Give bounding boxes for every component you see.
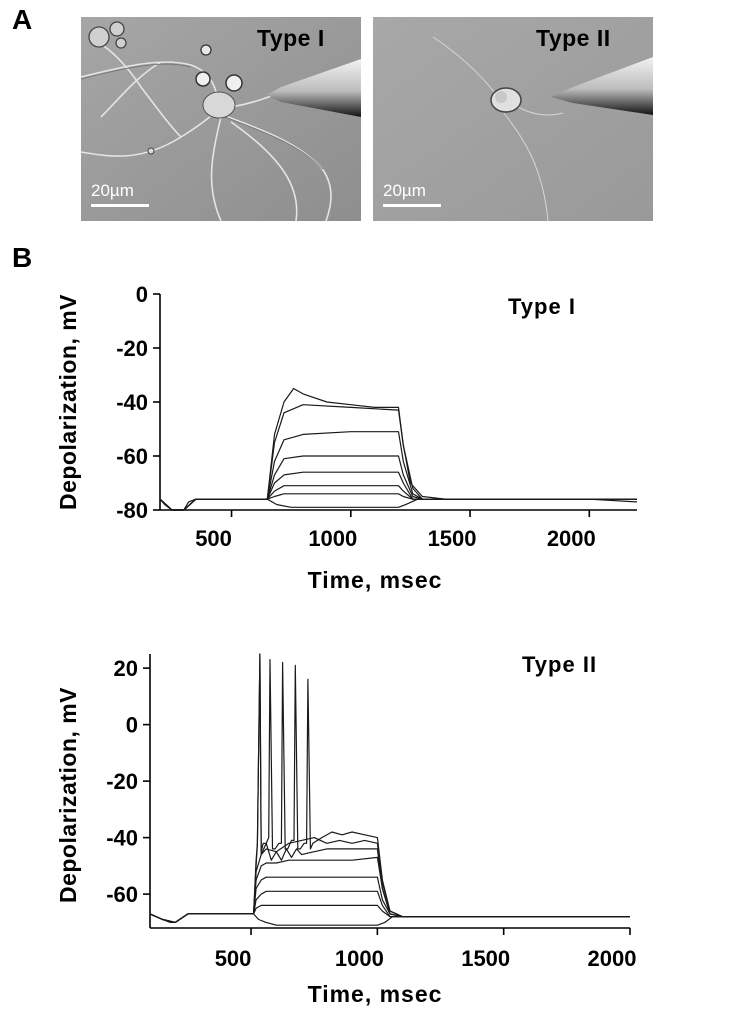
trace-type-1-4 bbox=[159, 471, 637, 511]
chart-type-2-ylabel: Depolarization, mV bbox=[55, 687, 81, 903]
trace-type-2-4 bbox=[149, 876, 630, 923]
y-tick-label-type-1-4: -80 bbox=[116, 498, 148, 523]
trace-type-2-7 bbox=[149, 913, 630, 926]
chart-type-2-axes: 20 0 -20 -40 -60 500 1000 1500 2000 bbox=[106, 654, 636, 971]
x-tick-label-type-2-0: 500 bbox=[215, 946, 252, 971]
y-tick-label-type-2-2: -20 bbox=[106, 769, 138, 794]
x-tick-label-type-1-0: 500 bbox=[195, 526, 232, 551]
y-tick-label-type-1-0: 0 bbox=[136, 282, 148, 307]
micrograph-type-2: Type II 20µm bbox=[373, 17, 653, 221]
trace-type-1-7 bbox=[159, 498, 637, 511]
x-tick-label-type-1-3: 2000 bbox=[547, 526, 596, 551]
trace-type-1-2 bbox=[159, 431, 637, 511]
y-tick-label-type-2-0: 20 bbox=[114, 656, 138, 681]
chart-type-2-traces bbox=[149, 653, 630, 926]
y-tick-label-type-2-3: -40 bbox=[106, 826, 138, 851]
chart-type-2-xlabel: Time, msec bbox=[308, 981, 443, 1007]
chart-type-1-xlabel: Time, msec bbox=[308, 567, 443, 593]
x-tick-label-type-1-1: 1000 bbox=[308, 526, 357, 551]
chart-type-1-traces bbox=[159, 387, 638, 511]
y-tick-label-type-1-1: -20 bbox=[116, 336, 148, 361]
trace-type-1-3 bbox=[159, 455, 637, 511]
chart-type-1: 0 -20 -40 -60 -80 500 1000 1500 2000 Type I Time… bbox=[55, 282, 638, 593]
chart-type-1-axes: 0 -20 -40 -60 -80 500 1000 1500 2000 bbox=[116, 282, 637, 551]
micrograph-type-1: Type I 20µm bbox=[81, 17, 361, 221]
x-tick-label-type-1-2: 1500 bbox=[428, 526, 477, 551]
micrograph-type-1-image bbox=[81, 17, 361, 221]
y-tick-label-type-1-2: -40 bbox=[116, 390, 148, 415]
chart-type-2-title: Type II bbox=[522, 652, 597, 677]
micrograph-type-2-scale-bar bbox=[383, 204, 441, 207]
chart-type-2: 20 0 -20 -40 -60 500 1000 1500 2000 Type II Time… bbox=[55, 652, 636, 1007]
micrograph-type-2-scale-text: 20µm bbox=[383, 181, 426, 200]
trace-type-1-0 bbox=[159, 387, 638, 511]
panel-letter-b: B bbox=[12, 242, 33, 273]
panel-letter-a: A bbox=[12, 4, 33, 35]
trace-type-2-0 bbox=[149, 653, 630, 923]
micrograph-type-1-scale-bar bbox=[91, 204, 149, 207]
trace-type-1-5 bbox=[159, 485, 637, 511]
x-tick-label-type-2-1: 1000 bbox=[335, 946, 384, 971]
y-tick-label-type-2-4: -60 bbox=[106, 882, 138, 907]
micrograph-type-2-image bbox=[373, 17, 653, 221]
micrograph-type-2-label: Type II bbox=[536, 25, 611, 51]
chart-type-1-title: Type I bbox=[508, 294, 576, 319]
micrograph-type-1-scale-text: 20µm bbox=[91, 181, 134, 200]
micrograph-type-1-label: Type I bbox=[257, 25, 325, 51]
chart-type-1-ylabel: Depolarization, mV bbox=[55, 294, 81, 510]
x-tick-label-type-2-2: 1500 bbox=[461, 946, 510, 971]
y-tick-label-type-2-1: 0 bbox=[126, 713, 138, 738]
trace-type-2-1 bbox=[149, 653, 630, 923]
trace-type-2-5 bbox=[149, 890, 630, 923]
x-tick-label-type-2-3: 2000 bbox=[588, 946, 637, 971]
y-tick-label-type-1-3: -60 bbox=[116, 444, 148, 469]
